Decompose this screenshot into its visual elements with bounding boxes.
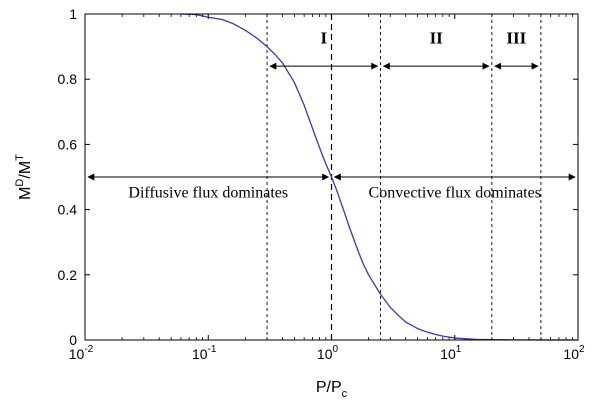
range-arrows [87, 62, 576, 181]
x-axis-title: P/Pc [316, 379, 348, 400]
y-tick-label-4: 0.8 [58, 71, 78, 87]
y-tick-label-3: 0.6 [58, 136, 78, 152]
x-tick-label-4: 102 [563, 344, 585, 362]
x-axis-ticks: 10-2 10-1 100 101 102 [69, 14, 585, 362]
y-axis-title: MD/MT [14, 154, 34, 200]
y-tick-label-5: 1 [69, 6, 77, 22]
annotation-0: Diffusive flux dominates [128, 185, 288, 202]
y-axis-title-mid: /M [17, 161, 34, 179]
x-axis-title-sub: c [342, 388, 348, 400]
y-axis-title-sup1: D [14, 179, 26, 187]
x-tick-label-3: 101 [440, 344, 462, 362]
x-tick-label-0: 10-2 [69, 344, 94, 362]
x-tick-label-2: 100 [317, 344, 339, 362]
x-tick-label-1: 10-1 [192, 344, 217, 362]
x-axis-title-main: P/P [316, 379, 342, 396]
region-label-1: II [430, 28, 444, 47]
region-label-2: III [506, 28, 526, 47]
annotation-1: Convective flux dominates [369, 185, 541, 202]
y-tick-label-0: 0 [69, 332, 77, 348]
region-label-0: I [320, 28, 327, 47]
region-labels: I II III [320, 28, 526, 47]
y-axis-title-main: M [17, 187, 34, 200]
y-tick-label-1: 0.2 [58, 267, 78, 283]
y-tick-label-2: 0.4 [58, 202, 78, 218]
y-axis-ticks: 0 0.2 0.4 0.6 0.8 1 [58, 6, 578, 348]
y-axis-title-sup2: T [14, 154, 26, 161]
annotations: Diffusive flux dominates Convective flux … [128, 185, 541, 202]
